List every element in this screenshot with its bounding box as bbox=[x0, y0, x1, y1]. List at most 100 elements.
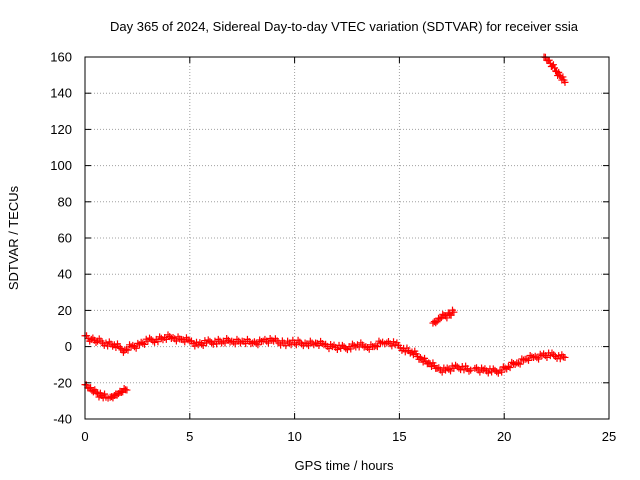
data-point bbox=[201, 337, 209, 345]
data-point bbox=[546, 59, 554, 67]
data-point bbox=[498, 368, 506, 376]
data-point bbox=[119, 348, 127, 356]
x-tick-label: 0 bbox=[81, 429, 88, 444]
data-point bbox=[113, 391, 121, 399]
data-point bbox=[342, 344, 350, 352]
data-point bbox=[318, 340, 326, 348]
data-point bbox=[446, 310, 454, 318]
y-tick-label: 80 bbox=[58, 194, 72, 209]
data-point bbox=[390, 338, 398, 346]
data-point bbox=[556, 72, 564, 80]
ticks: 0 5 10 15 20 25 -40 -20 0 20 40 60 80 100 120 140 160 bbox=[50, 50, 616, 445]
data-point bbox=[373, 343, 381, 351]
data-point bbox=[401, 348, 409, 356]
data-point bbox=[455, 364, 463, 372]
y-tick-label: -40 bbox=[53, 412, 72, 427]
data-point bbox=[109, 342, 117, 350]
data-point bbox=[141, 340, 149, 348]
data-point bbox=[112, 343, 120, 351]
data-point bbox=[445, 365, 453, 373]
data-point bbox=[460, 366, 468, 374]
data-point bbox=[350, 342, 358, 350]
data-point bbox=[115, 343, 123, 351]
data-point bbox=[87, 384, 95, 392]
x-tick-label: 5 bbox=[186, 429, 193, 444]
data-point bbox=[333, 345, 341, 353]
data-point bbox=[503, 365, 511, 373]
data-point bbox=[533, 354, 541, 362]
data-point bbox=[448, 306, 456, 314]
data-point bbox=[549, 61, 557, 69]
data-point bbox=[184, 336, 192, 344]
data-point bbox=[139, 339, 147, 347]
data-point bbox=[406, 349, 414, 357]
data-point bbox=[199, 342, 207, 350]
data-point bbox=[551, 64, 559, 72]
data-point bbox=[545, 56, 553, 64]
data-point bbox=[208, 339, 216, 347]
data-point bbox=[436, 315, 444, 323]
data-point bbox=[277, 341, 285, 349]
series-group bbox=[81, 53, 569, 402]
data-point bbox=[116, 387, 124, 395]
y-tick-label: 140 bbox=[50, 86, 72, 101]
data-point bbox=[526, 351, 534, 359]
data-point bbox=[343, 346, 351, 354]
y-tick-label: -20 bbox=[53, 375, 72, 390]
data-point bbox=[176, 335, 184, 343]
x-axis-label: GPS time / hours bbox=[295, 458, 394, 473]
chart-title: Day 365 of 2024, Sidereal Day-to-day VTE… bbox=[110, 19, 579, 34]
data-point bbox=[559, 73, 567, 81]
data-point bbox=[95, 393, 103, 401]
data-point bbox=[151, 338, 159, 346]
data-point bbox=[465, 367, 473, 375]
data-point bbox=[375, 337, 383, 345]
data-point bbox=[448, 362, 456, 370]
data-point bbox=[327, 340, 335, 348]
data-point bbox=[506, 364, 514, 372]
data-point bbox=[559, 353, 567, 361]
data-point bbox=[494, 369, 502, 377]
data-point bbox=[198, 340, 206, 348]
data-point bbox=[92, 339, 100, 347]
data-point bbox=[117, 388, 125, 396]
data-point bbox=[443, 314, 451, 322]
data-point bbox=[92, 388, 100, 396]
data-point bbox=[555, 68, 563, 76]
y-tick-label: 160 bbox=[50, 50, 72, 65]
data-point bbox=[191, 342, 199, 350]
data-point bbox=[525, 356, 533, 364]
data-point bbox=[112, 390, 120, 398]
data-point bbox=[484, 369, 492, 377]
data-point bbox=[430, 318, 438, 326]
data-point bbox=[467, 366, 475, 374]
data-point bbox=[535, 355, 543, 363]
data-point bbox=[398, 346, 406, 354]
y-tick-label: 0 bbox=[65, 339, 72, 354]
data-point bbox=[552, 67, 560, 75]
data-point bbox=[447, 311, 455, 319]
data-point bbox=[132, 344, 140, 352]
y-tick-label: 40 bbox=[58, 267, 72, 282]
data-point bbox=[124, 346, 132, 354]
series-negative-arc bbox=[81, 381, 131, 402]
x-tick-label: 25 bbox=[602, 429, 616, 444]
data-point bbox=[149, 337, 157, 345]
y-tick-label: 20 bbox=[58, 303, 72, 318]
data-point bbox=[122, 345, 130, 353]
data-point bbox=[108, 393, 116, 401]
x-tick-label: 20 bbox=[497, 429, 511, 444]
data-point bbox=[372, 342, 380, 350]
data-point bbox=[254, 341, 262, 349]
series-main-track-2 bbox=[471, 349, 569, 377]
data-point bbox=[96, 389, 104, 397]
data-point bbox=[439, 310, 447, 318]
y-tick-label: 60 bbox=[58, 231, 72, 246]
data-point bbox=[109, 394, 117, 402]
data-point bbox=[169, 334, 177, 342]
y-axis-label: SDTVAR / TECUs bbox=[6, 185, 21, 290]
series-rising-segment bbox=[429, 306, 458, 327]
data-point bbox=[236, 339, 244, 347]
